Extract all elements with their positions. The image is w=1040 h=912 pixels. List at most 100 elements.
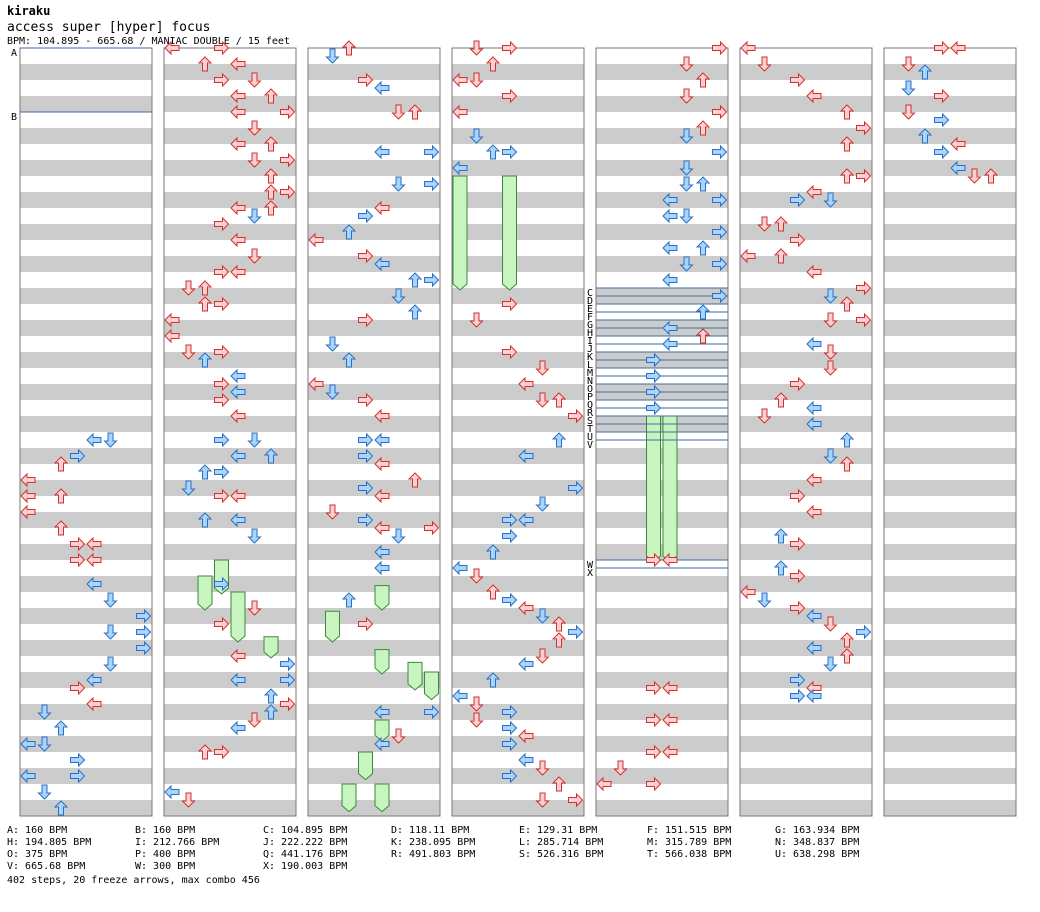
beat-stripe — [884, 336, 1016, 352]
beat-stripe — [596, 192, 728, 208]
freeze-arrow — [452, 175, 468, 291]
beat-stripe — [308, 704, 440, 720]
left-arrow-icon — [596, 776, 612, 792]
bpm-legend-entry: O: 375 BPM — [7, 849, 68, 860]
left-arrow-icon — [806, 640, 822, 656]
beat-stripe — [452, 256, 584, 272]
right-arrow-icon — [712, 288, 728, 304]
down-arrow-icon — [679, 88, 694, 104]
left-arrow-icon — [806, 416, 822, 432]
beat-stripe — [164, 560, 296, 576]
right-arrow-icon — [358, 208, 374, 224]
beat-stripe — [164, 80, 296, 96]
beat-stripe — [308, 528, 440, 544]
beat-stripe — [20, 432, 152, 448]
down-arrow-icon — [247, 432, 262, 448]
down-arrow-icon — [535, 608, 550, 624]
left-arrow-icon — [164, 312, 180, 328]
down-arrow-icon — [535, 360, 550, 376]
beat-stripe — [596, 496, 728, 512]
up-arrow-icon — [695, 328, 711, 344]
right-arrow-icon — [502, 704, 518, 720]
right-arrow-icon — [358, 392, 374, 408]
chart-stats: 402 steps, 20 freeze arrows, max combo 4… — [7, 875, 260, 886]
left-arrow-icon — [20, 736, 36, 752]
down-arrow-icon — [469, 40, 484, 56]
right-arrow-icon — [70, 448, 86, 464]
up-arrow-icon — [917, 128, 933, 144]
down-arrow-icon — [679, 208, 694, 224]
beat-stripe — [596, 688, 728, 704]
down-arrow-icon — [901, 56, 916, 72]
bpm-legend-entry: M: 315.789 BPM — [647, 837, 732, 848]
left-arrow-icon — [374, 544, 390, 560]
bpm-legend-entry: S: 526.316 BPM — [519, 849, 604, 860]
left-arrow-icon — [452, 160, 468, 176]
up-arrow-icon — [695, 176, 711, 192]
right-arrow-icon — [214, 216, 230, 232]
right-arrow-icon — [502, 768, 518, 784]
beat-stripe — [596, 624, 728, 640]
down-arrow-icon — [391, 288, 406, 304]
right-arrow-icon — [934, 40, 950, 56]
up-arrow-icon — [197, 512, 213, 528]
right-arrow-icon — [712, 104, 728, 120]
beat-stripe — [884, 144, 1016, 160]
down-arrow-icon — [469, 568, 484, 584]
right-arrow-icon — [136, 624, 152, 640]
beat-stripe — [452, 656, 584, 672]
beat-stripe — [740, 80, 872, 96]
beat-stripe — [164, 272, 296, 288]
up-arrow-icon — [839, 456, 855, 472]
left-arrow-icon — [230, 448, 246, 464]
bpm-legend-entry: E: 129.31 BPM — [519, 825, 598, 836]
bpm-marker-label: U — [587, 432, 593, 443]
left-arrow-icon — [230, 368, 246, 384]
beat-stripe — [884, 544, 1016, 560]
up-arrow-icon — [263, 88, 279, 104]
down-arrow-icon — [967, 168, 982, 184]
beat-stripe — [308, 576, 440, 592]
left-arrow-icon — [308, 376, 324, 392]
beat-stripe — [452, 624, 584, 640]
beat-stripe — [164, 592, 296, 608]
left-arrow-icon — [806, 184, 822, 200]
beat-stripe — [164, 288, 296, 304]
beat-stripe — [164, 112, 296, 128]
left-arrow-icon — [230, 672, 246, 688]
beat-stripe — [884, 528, 1016, 544]
beat-stripe — [740, 528, 872, 544]
left-arrow-icon — [374, 520, 390, 536]
down-arrow-icon — [679, 256, 694, 272]
right-arrow-icon — [502, 344, 518, 360]
beat-stripe — [596, 736, 728, 752]
right-arrow-icon — [424, 272, 440, 288]
right-arrow-icon — [790, 232, 806, 248]
right-arrow-icon — [214, 576, 230, 592]
beat-stripe — [452, 576, 584, 592]
beat-stripe — [884, 608, 1016, 624]
beat-stripe — [164, 96, 296, 112]
down-arrow-icon — [469, 72, 484, 88]
left-arrow-icon — [518, 376, 534, 392]
beat-stripe — [20, 208, 152, 224]
beat-stripe — [452, 48, 584, 64]
right-arrow-icon — [856, 312, 872, 328]
beat-stripe — [884, 224, 1016, 240]
beat-stripe — [740, 624, 872, 640]
beat-stripe — [308, 192, 440, 208]
beat-stripe — [20, 672, 152, 688]
beat-stripe — [596, 544, 728, 560]
beat-stripe — [740, 224, 872, 240]
beat-stripe — [452, 304, 584, 320]
beat-stripe — [740, 112, 872, 128]
down-arrow-icon — [535, 496, 550, 512]
down-arrow-icon — [247, 712, 262, 728]
beat-stripe — [884, 784, 1016, 800]
bpm-legend: A: 160 BPM B: 160 BPM C: 104.895 BPM D: 118… — [7, 825, 903, 873]
beat-stripe — [164, 800, 296, 816]
down-arrow-icon — [247, 152, 262, 168]
left-arrow-icon — [662, 240, 678, 256]
up-arrow-icon — [839, 104, 855, 120]
down-arrow-icon — [535, 648, 550, 664]
